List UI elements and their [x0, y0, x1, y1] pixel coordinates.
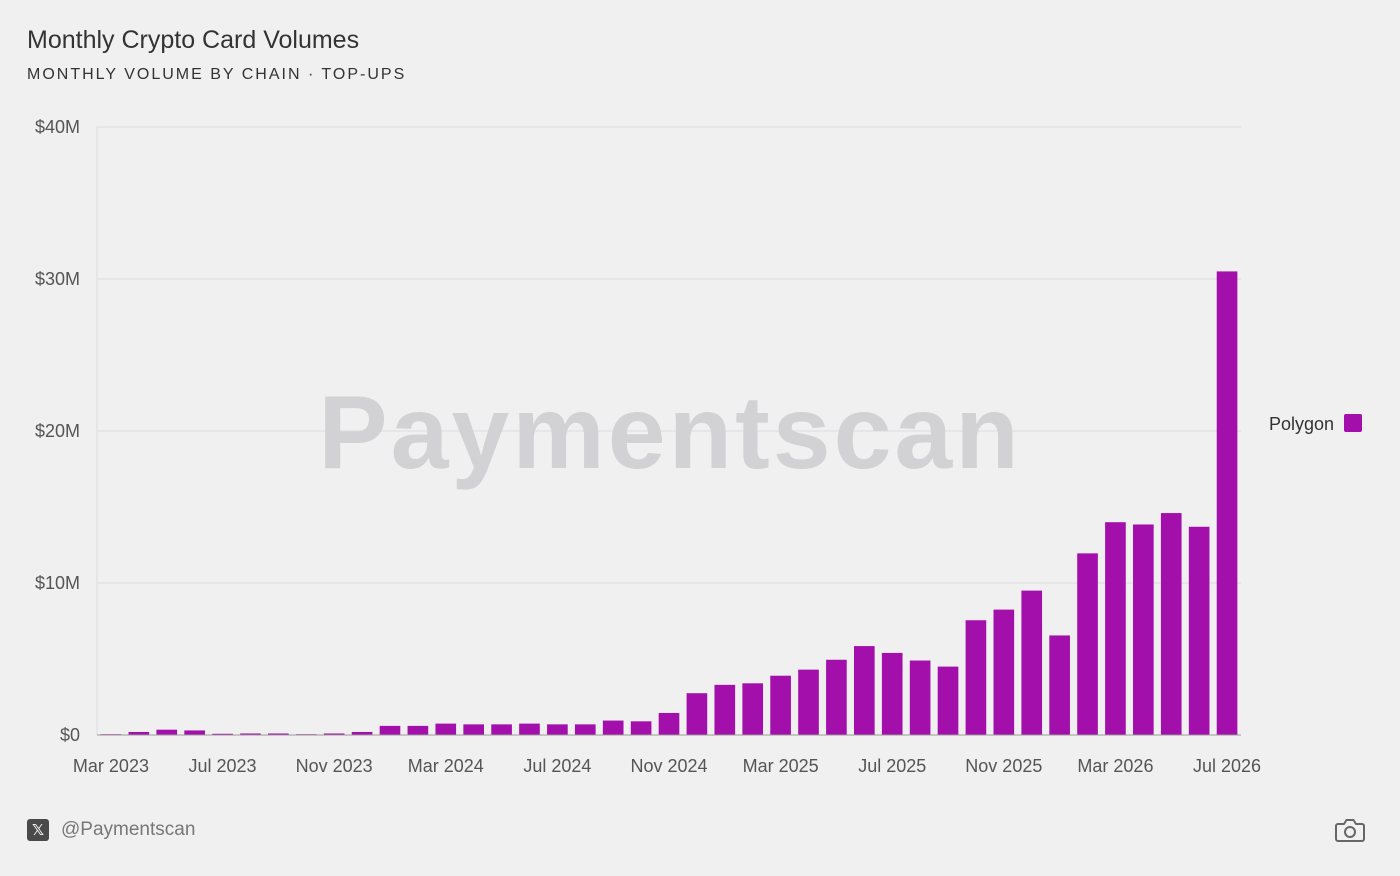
bar[interactable] — [323, 733, 345, 735]
legend-label: Polygon — [1269, 414, 1334, 434]
y-tick-label: $40M — [35, 117, 80, 137]
bar[interactable] — [630, 721, 652, 735]
bar[interactable] — [519, 723, 540, 735]
x-tick-label: Nov 2023 — [296, 756, 373, 776]
footer-handle[interactable]: 𝕏 @Paymentscan — [27, 816, 195, 844]
chart-subtitle: MONTHLY VOLUME BY CHAIN · TOP-UPS — [27, 66, 407, 83]
bar[interactable] — [937, 666, 959, 735]
bar[interactable] — [351, 731, 373, 735]
bar[interactable] — [993, 609, 1015, 735]
bar[interactable] — [1160, 513, 1182, 735]
bars — [100, 271, 1238, 735]
bar[interactable] — [826, 659, 847, 735]
bar[interactable] — [1049, 635, 1070, 735]
x-tick-label: Jul 2025 — [858, 756, 926, 776]
x-tick-label: Nov 2024 — [630, 756, 707, 776]
legend-swatch[interactable] — [1344, 414, 1362, 432]
grid-lines — [97, 126, 1241, 584]
x-tick-label: Mar 2024 — [408, 756, 484, 776]
bar[interactable] — [407, 725, 429, 735]
camera-icon[interactable] — [1334, 815, 1366, 845]
y-tick-label: $0 — [60, 725, 80, 745]
bar[interactable] — [156, 729, 178, 735]
watermark: Paymentscan — [318, 375, 1022, 491]
bar[interactable] — [128, 731, 150, 735]
chart-title: Monthly Crypto Card Volumes — [27, 26, 360, 54]
x-tick-label: Mar 2025 — [743, 756, 819, 776]
bar[interactable] — [909, 660, 931, 735]
x-tick-label: Mar 2023 — [73, 756, 149, 776]
bar[interactable] — [491, 724, 512, 735]
y-tick-label: $30M — [35, 269, 80, 289]
bar[interactable] — [965, 620, 987, 735]
y-axis: $0 $10M $20M $30M $40M — [35, 117, 98, 745]
bar[interactable] — [1105, 522, 1126, 735]
y-tick-label: $20M — [35, 421, 80, 441]
bar[interactable] — [1188, 526, 1210, 735]
bar[interactable] — [686, 693, 708, 735]
bar[interactable] — [1133, 524, 1154, 735]
x-tick-label: Mar 2026 — [1077, 756, 1153, 776]
x-logo-icon: 𝕏 — [27, 819, 49, 841]
bar[interactable] — [435, 723, 457, 735]
x-tick-label: Nov 2025 — [965, 756, 1042, 776]
bar[interactable] — [574, 724, 596, 735]
bar[interactable] — [602, 720, 624, 735]
bar[interactable] — [547, 724, 568, 735]
bar[interactable] — [658, 712, 680, 735]
bar[interactable] — [184, 730, 205, 735]
bar[interactable] — [240, 733, 261, 735]
bar[interactable] — [212, 733, 233, 735]
bar[interactable] — [379, 725, 401, 735]
bar[interactable] — [1077, 553, 1098, 735]
bar[interactable] — [742, 683, 764, 735]
handle-text: @Paymentscan — [61, 819, 196, 840]
bar[interactable] — [1021, 590, 1043, 735]
legend[interactable]: Polygon — [1269, 414, 1362, 434]
bar[interactable] — [853, 646, 875, 735]
bar[interactable] — [463, 724, 485, 735]
x-tick-label: Jul 2024 — [523, 756, 591, 776]
bar[interactable] — [770, 675, 791, 735]
y-tick-label: $10M — [35, 573, 80, 593]
x-tick-label: Jul 2026 — [1193, 756, 1261, 776]
bar[interactable] — [1216, 271, 1238, 735]
bar[interactable] — [714, 684, 736, 735]
bar[interactable] — [268, 733, 289, 735]
bar[interactable] — [798, 669, 819, 735]
x-axis: Mar 2023 Jul 2023 Nov 2023 Mar 2024 Jul 2024… — [73, 734, 1261, 776]
x-tick-label: Jul 2023 — [189, 756, 257, 776]
bar[interactable] — [881, 652, 903, 735]
